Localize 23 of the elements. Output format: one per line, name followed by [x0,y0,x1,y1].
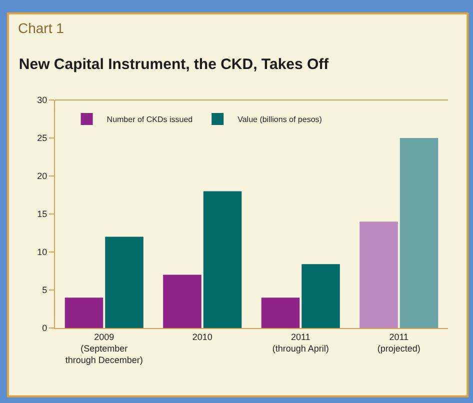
bar [261,298,300,328]
bar [64,298,104,328]
y-tick-label: 0 [42,323,48,334]
bar [163,274,202,328]
bar [400,138,438,328]
legend-label: Number of CKDs issued [106,115,193,124]
x-tick-label: 2010 [192,332,212,342]
x-tick-label: 2009 (September through December) [65,332,143,366]
bar [105,236,144,328]
bar [302,264,340,328]
x-tick-label: 2011 (projected) [377,332,420,354]
x-tick-label: 2011 (through April) [272,332,329,354]
chart-title: New Capital Instrument, the CKD, Takes Off [18,56,330,73]
y-tick-label: 5 [42,285,48,296]
legend-label: Value (billions of pesos) [238,115,322,124]
caption: Chart 1 [18,20,64,36]
y-tick-label: 10 [37,247,48,258]
bar [360,222,398,328]
bar [203,191,242,328]
y-tick-label: 25 [37,133,48,144]
y-tick-label: 30 [37,95,48,106]
y-tick-label: 15 [37,209,48,220]
y-tick-label: 20 [37,171,48,182]
